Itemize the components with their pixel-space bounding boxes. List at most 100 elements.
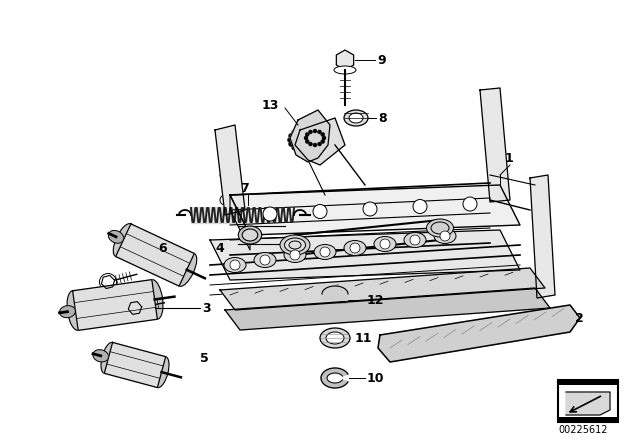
- Bar: [558, 417, 618, 422]
- Circle shape: [292, 145, 297, 150]
- Text: 7: 7: [240, 181, 249, 194]
- Polygon shape: [290, 110, 330, 162]
- Circle shape: [287, 138, 292, 142]
- Circle shape: [380, 239, 390, 249]
- Polygon shape: [128, 302, 141, 314]
- Circle shape: [440, 231, 450, 241]
- Ellipse shape: [238, 226, 262, 244]
- Circle shape: [103, 277, 113, 287]
- Ellipse shape: [280, 235, 310, 255]
- Text: 3: 3: [202, 302, 211, 314]
- Circle shape: [322, 136, 326, 140]
- Circle shape: [260, 255, 270, 265]
- Ellipse shape: [320, 328, 350, 348]
- Polygon shape: [230, 185, 520, 235]
- Polygon shape: [530, 175, 555, 298]
- Circle shape: [230, 260, 240, 270]
- Circle shape: [289, 134, 294, 138]
- Polygon shape: [116, 224, 195, 286]
- Text: 6: 6: [158, 241, 166, 254]
- Circle shape: [289, 142, 294, 146]
- Circle shape: [350, 243, 360, 253]
- Polygon shape: [215, 125, 245, 215]
- Circle shape: [263, 207, 277, 221]
- Circle shape: [487, 136, 495, 144]
- Bar: [558, 380, 618, 385]
- Polygon shape: [230, 195, 250, 250]
- Circle shape: [220, 195, 230, 205]
- Ellipse shape: [108, 230, 124, 243]
- Polygon shape: [322, 286, 348, 300]
- Polygon shape: [566, 392, 610, 415]
- Circle shape: [308, 130, 312, 134]
- Ellipse shape: [344, 241, 366, 255]
- Circle shape: [305, 139, 309, 143]
- Ellipse shape: [404, 233, 426, 247]
- Circle shape: [410, 235, 420, 245]
- Ellipse shape: [177, 253, 196, 286]
- Circle shape: [308, 142, 312, 146]
- Ellipse shape: [374, 237, 396, 251]
- Ellipse shape: [285, 238, 305, 252]
- Ellipse shape: [289, 241, 301, 249]
- Circle shape: [330, 295, 340, 305]
- Ellipse shape: [101, 342, 116, 374]
- Circle shape: [305, 133, 309, 137]
- Ellipse shape: [431, 222, 449, 234]
- Ellipse shape: [113, 224, 133, 257]
- Text: 1: 1: [505, 151, 514, 164]
- Circle shape: [487, 186, 495, 194]
- Circle shape: [321, 139, 324, 143]
- Text: 10: 10: [367, 371, 385, 384]
- Circle shape: [290, 250, 300, 260]
- Circle shape: [363, 202, 377, 216]
- Text: 9: 9: [377, 53, 386, 66]
- Polygon shape: [321, 368, 348, 388]
- Text: 00225612: 00225612: [558, 425, 607, 435]
- Ellipse shape: [434, 228, 456, 244]
- Circle shape: [535, 256, 543, 264]
- Ellipse shape: [344, 110, 368, 126]
- Text: 5: 5: [200, 352, 209, 365]
- Circle shape: [487, 161, 495, 169]
- Circle shape: [296, 148, 301, 153]
- Text: 8: 8: [378, 112, 387, 125]
- Polygon shape: [72, 280, 157, 330]
- Polygon shape: [295, 118, 345, 165]
- Circle shape: [313, 129, 317, 133]
- Circle shape: [311, 143, 321, 153]
- Text: 2: 2: [575, 311, 584, 324]
- Circle shape: [313, 204, 327, 219]
- Circle shape: [535, 196, 543, 204]
- Ellipse shape: [284, 247, 306, 263]
- Circle shape: [463, 197, 477, 211]
- Circle shape: [304, 136, 308, 140]
- Circle shape: [127, 300, 143, 316]
- Text: 13: 13: [262, 99, 280, 112]
- Polygon shape: [210, 230, 520, 280]
- Bar: [558, 380, 618, 422]
- Circle shape: [305, 125, 315, 135]
- Polygon shape: [101, 276, 115, 289]
- Circle shape: [413, 199, 427, 214]
- Circle shape: [319, 144, 331, 156]
- Circle shape: [535, 281, 543, 289]
- Ellipse shape: [154, 357, 169, 388]
- Ellipse shape: [242, 229, 258, 241]
- Circle shape: [321, 133, 324, 137]
- Ellipse shape: [224, 258, 246, 272]
- Ellipse shape: [349, 113, 363, 123]
- Ellipse shape: [67, 291, 84, 331]
- Circle shape: [313, 143, 317, 147]
- Circle shape: [99, 273, 116, 290]
- Ellipse shape: [146, 280, 163, 319]
- Polygon shape: [104, 342, 166, 388]
- Ellipse shape: [334, 66, 356, 74]
- Circle shape: [535, 226, 543, 234]
- Circle shape: [220, 145, 230, 155]
- Polygon shape: [480, 88, 510, 202]
- Polygon shape: [225, 288, 550, 330]
- Circle shape: [220, 170, 230, 180]
- Circle shape: [292, 130, 297, 135]
- Polygon shape: [220, 268, 545, 310]
